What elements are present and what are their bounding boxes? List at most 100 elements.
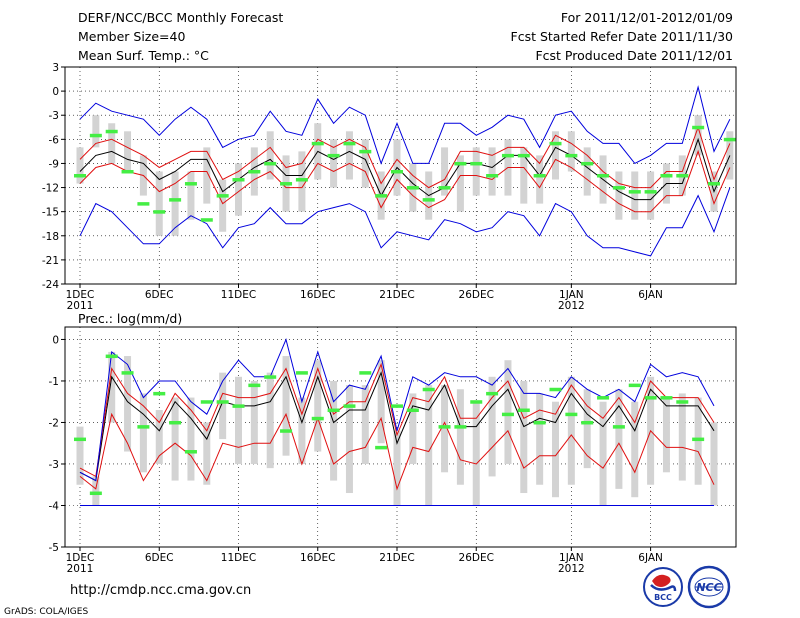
y-tick-label: 0 <box>52 334 59 346</box>
temperature-plot-frame <box>64 66 737 285</box>
spread-box <box>361 139 369 188</box>
ensemble-marker <box>612 425 625 429</box>
x-tick-label: 11DEC <box>221 552 256 564</box>
ensemble-marker <box>311 416 324 421</box>
temp-panel-title: Mean Surf. Temp.: °C <box>78 48 209 63</box>
y-tick-label: -4 <box>49 500 60 512</box>
spread-box <box>76 147 84 184</box>
temperature-markers <box>74 125 736 222</box>
spread-box <box>583 389 591 469</box>
series-line-upper_inner <box>79 125 731 189</box>
y-tick-label: -9 <box>49 158 59 170</box>
ensemble-marker <box>692 437 705 442</box>
y-tick-label: -21 <box>42 255 59 267</box>
spread-box <box>520 380 528 494</box>
spread-box <box>266 372 274 469</box>
y-tick-label: -5 <box>49 542 59 554</box>
spread-box <box>139 393 147 473</box>
ensemble-marker <box>676 174 689 178</box>
ensemble-marker <box>391 169 403 174</box>
spread-box <box>567 131 575 172</box>
ensemble-marker <box>470 161 483 166</box>
spread-box <box>662 397 670 473</box>
ensemble-marker <box>486 174 499 178</box>
ensemble-marker <box>660 396 673 400</box>
ensemble-marker <box>74 437 86 442</box>
precipitation-y-axis: 0 -1 -2 -3 -4 -5 <box>49 334 65 554</box>
spread-box <box>599 401 607 506</box>
spread-box <box>441 385 449 473</box>
x-tick-label: 1JAN <box>559 552 584 564</box>
ensemble-marker <box>280 429 293 433</box>
precip-panel-title: Prec.: log(mm/d) <box>78 311 182 326</box>
ensemble-marker <box>660 174 673 178</box>
ensemble-marker <box>438 425 451 429</box>
spread-box <box>552 401 559 498</box>
y-tick-label: -18 <box>42 231 59 243</box>
spread-box <box>219 372 227 440</box>
series-line-max <box>79 85 731 165</box>
ensemble-marker <box>121 371 134 375</box>
ncc-logo-text: NCC <box>696 581 721 594</box>
spread-box <box>124 356 132 452</box>
ensemble-marker <box>105 129 118 134</box>
ensemble-marker <box>612 186 625 190</box>
spread-box <box>488 376 496 477</box>
spread-box <box>504 360 512 464</box>
ensemble-marker <box>232 404 245 408</box>
source-url[interactable]: http://cmdp.ncc.cma.gov.cn <box>70 583 251 598</box>
ensemble-marker <box>89 133 102 138</box>
spread-box <box>425 385 433 506</box>
spread-box <box>250 380 258 464</box>
precipitation-plot-frame <box>64 326 737 548</box>
spread-box <box>108 123 116 164</box>
spread-box <box>536 393 544 485</box>
ensemble-marker <box>549 141 562 146</box>
x-tick-label: 16DEC <box>300 552 335 564</box>
temperature-y-axis: 3 0 -3 -6 -9 -12 -15 -18 -21 -24 <box>42 62 65 291</box>
x-tick-label: 6JAN <box>638 552 663 564</box>
ensemble-marker <box>644 190 657 194</box>
ensemble-marker <box>200 400 213 404</box>
spread-box <box>694 115 702 156</box>
y-tick-label: -24 <box>42 279 59 291</box>
ensemble-marker <box>184 450 197 454</box>
ensemble-marker <box>359 371 372 375</box>
series-line-lower_inner <box>79 149 731 213</box>
ensemble-marker <box>343 404 356 408</box>
temperature-lines <box>79 85 731 257</box>
ensemble-marker <box>248 169 261 174</box>
y-tick-label: 3 <box>52 62 59 74</box>
ensemble-marker <box>137 425 150 429</box>
spread-box <box>235 376 242 464</box>
ensemble-marker <box>311 141 324 146</box>
ensemble-marker <box>501 153 514 158</box>
spread-box <box>583 147 591 196</box>
spread-box <box>567 376 575 485</box>
series-line-median <box>79 371 715 482</box>
precipitation-markers <box>74 354 705 496</box>
ensemble-marker <box>628 383 641 388</box>
ensemble-marker <box>343 141 356 146</box>
spread-box <box>298 397 306 464</box>
series-line-max <box>79 337 715 482</box>
ensemble-marker <box>581 161 594 166</box>
x-tick-label: 6JAN <box>638 289 663 301</box>
ensemble-marker <box>200 218 213 222</box>
ensemble-marker <box>264 375 277 379</box>
ncc-logo: NCC <box>687 565 731 609</box>
ensemble-marker <box>216 400 229 404</box>
spread-box <box>330 380 338 481</box>
spread-box <box>92 476 100 506</box>
ensemble-marker <box>327 153 340 158</box>
spread-box <box>92 115 100 148</box>
spread-box <box>108 351 116 423</box>
grads-credit: GrADS: COLA/IGES <box>4 607 88 617</box>
spread-box <box>615 171 623 220</box>
ensemble-marker <box>628 190 641 194</box>
ensemble-marker <box>406 186 419 190</box>
bcc-logo-swirl-red <box>652 574 671 587</box>
series-line-min <box>79 187 731 257</box>
x-tick-year-label: 2012 <box>558 563 585 575</box>
